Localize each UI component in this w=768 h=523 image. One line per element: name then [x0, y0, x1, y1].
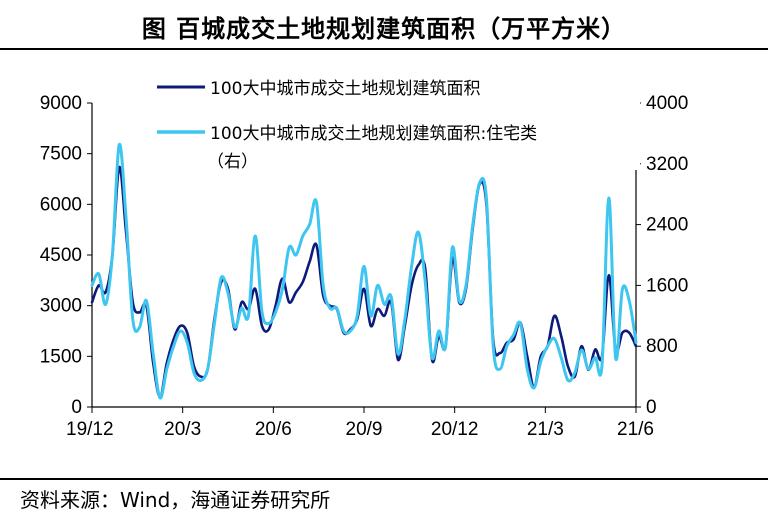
x-tick-label: 20/3 — [164, 419, 201, 440]
left-y-tick-label: 3000 — [40, 296, 82, 317]
right-y-tick-label: 2400 — [646, 215, 688, 236]
chart-legend: 100大中城市成交土地规划建筑面积 100大中城市成交土地规划建筑面积:住宅类 （右… — [150, 72, 640, 172]
left-y-tick-label: 6000 — [40, 194, 82, 215]
x-tick-label: 21/3 — [527, 419, 564, 440]
left-y-tick-label: 9000 — [40, 93, 82, 114]
right-y-tick-label: 1600 — [646, 275, 688, 296]
line-chart: 0 1500 3000 4500 6000 7500 9000 0 800 1600 2400 320… — [40, 72, 689, 440]
x-tick-label: 21/6 — [617, 419, 654, 440]
right-y-tick-label: 0 — [646, 397, 657, 418]
footer-divider — [0, 478, 768, 480]
x-tick-label: 19/12 — [66, 419, 114, 440]
series-residential-line — [90, 143, 638, 400]
left-y-tick-label: 4500 — [40, 245, 82, 266]
title-bar: 图 百城成交土地规划建筑面积（万平方米） — [0, 0, 768, 48]
x-tick-label: 20/12 — [431, 419, 479, 440]
chart-title: 图 百城成交土地规划建筑面积（万平方米） — [141, 15, 627, 43]
x-tick-label: 20/6 — [255, 419, 292, 440]
legend-label-residential: 100大中城市成交土地规划建筑面积:住宅类 — [210, 124, 537, 144]
right-y-tick-label: 800 — [646, 336, 678, 357]
left-y-tick-label: 1500 — [40, 346, 82, 367]
right-y-tick-label: 4000 — [646, 93, 688, 114]
legend-label-residential-axis: （右） — [207, 152, 258, 172]
left-y-tick-label: 0 — [71, 397, 82, 418]
right-y-tick-label: 3200 — [646, 154, 688, 175]
chart-axes: 0 1500 3000 4500 6000 7500 9000 0 800 1600 2400 320… — [40, 93, 689, 440]
legend-background — [150, 72, 640, 170]
legend-label-total: 100大中城市成交土地规划建筑面积 — [210, 79, 480, 99]
source-note: 资料来源：Wind，海通证券研究所 — [20, 488, 331, 512]
left-y-tick-label: 7500 — [40, 144, 82, 165]
chart-lines — [90, 143, 638, 400]
series-total-line — [90, 165, 638, 399]
title-divider — [0, 48, 768, 50]
x-tick-label: 20/9 — [346, 419, 383, 440]
